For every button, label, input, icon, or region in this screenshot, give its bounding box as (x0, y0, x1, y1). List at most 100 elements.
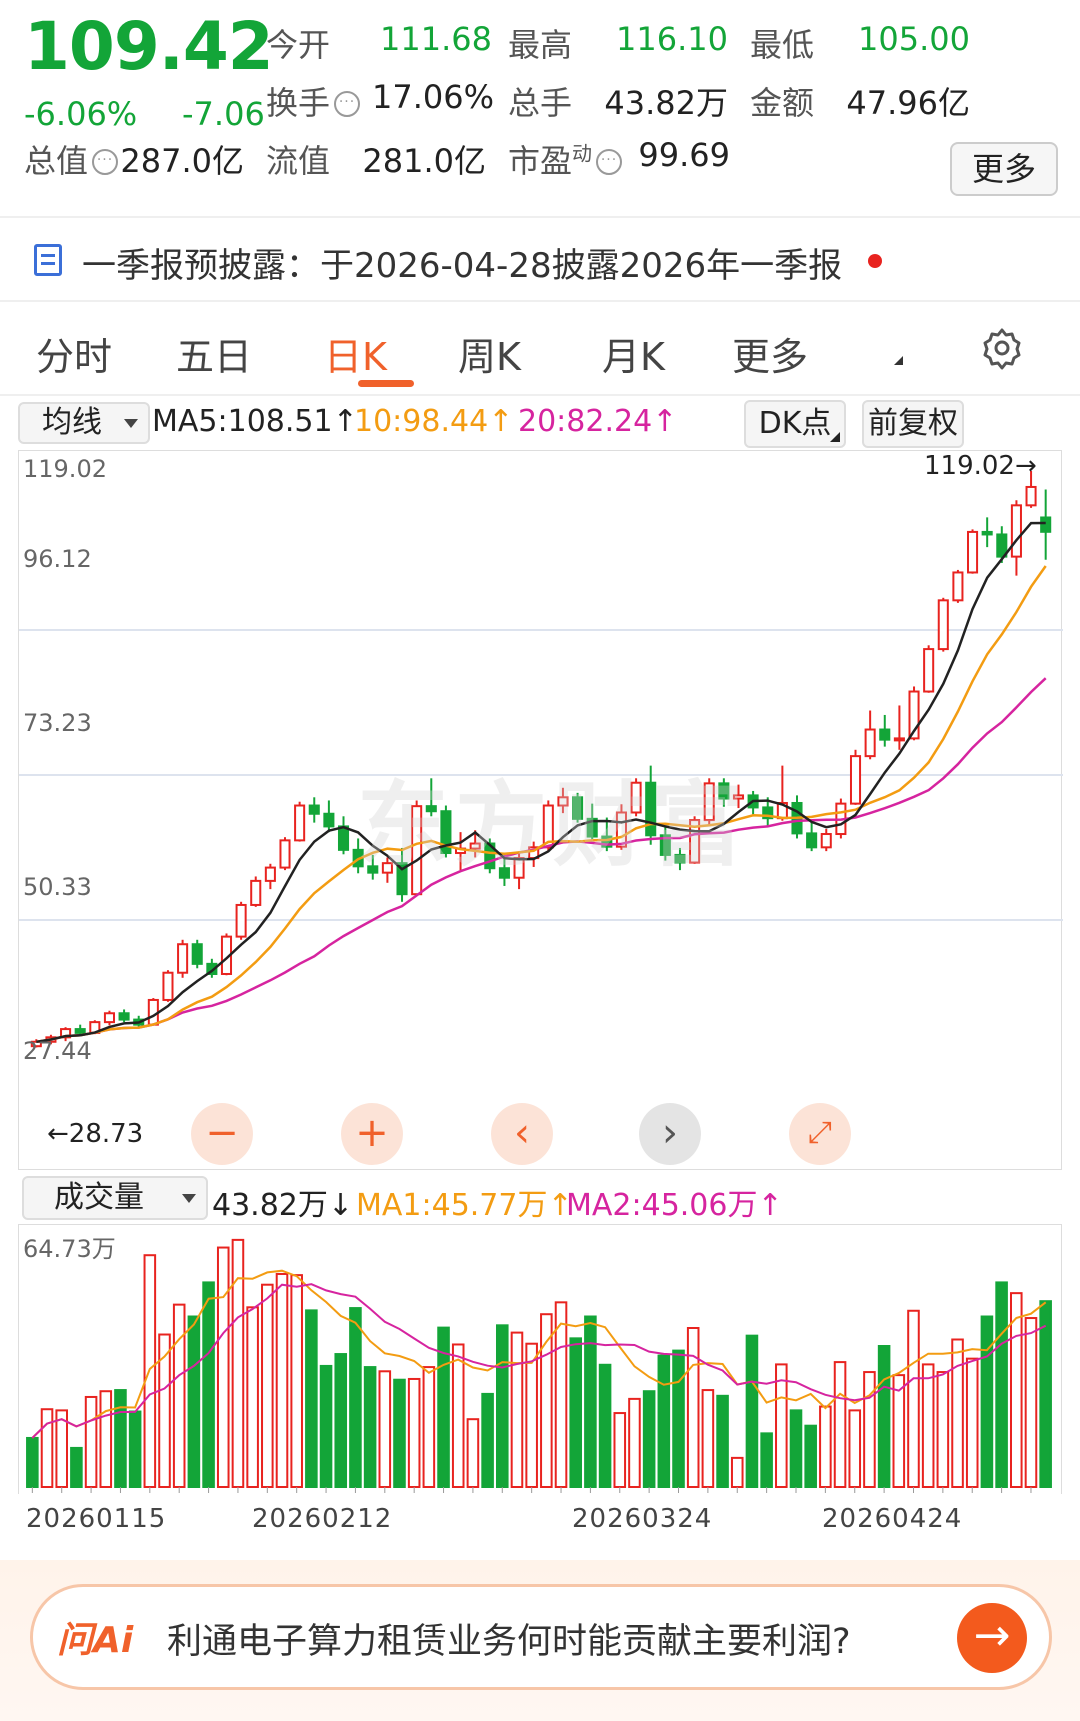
volume-bar (231, 1238, 245, 1489)
volume-bar (789, 1409, 803, 1488)
corner-triangle-icon (830, 432, 840, 442)
volume-bar (99, 1390, 113, 1488)
volume-bar (701, 1389, 715, 1488)
dropdown-caret-icon (894, 356, 903, 365)
chevron-right-icon[interactable]: › (639, 1103, 701, 1165)
ma20-value: 20:82.24↑ (518, 404, 678, 439)
tab-daily-k[interactable]: 日K (324, 335, 387, 379)
volume-bar (921, 1363, 935, 1488)
candle-body (879, 728, 891, 741)
unread-dot (868, 254, 882, 268)
candle-body (806, 832, 818, 849)
info-icon[interactable]: ··· (92, 149, 119, 175)
watermark: 东方财富 (357, 772, 750, 879)
volume-current: 43.82万↓ (212, 1188, 354, 1223)
candle-body (425, 805, 437, 813)
volume-bar (319, 1364, 333, 1488)
volume-bar (540, 1313, 553, 1488)
tab-more[interactable]: 更多 (732, 335, 809, 379)
low-marker: ←28.73 (47, 1119, 144, 1149)
volume-bar (407, 1377, 421, 1489)
arrow-right-icon[interactable]: → (957, 1603, 1027, 1673)
volume-bar (672, 1349, 685, 1488)
last-price: 109.42 (24, 8, 274, 85)
volume-bar (819, 1405, 832, 1488)
more-button[interactable]: 更多 (950, 142, 1058, 196)
volume-bar (187, 1315, 201, 1488)
volume-bar (642, 1390, 656, 1488)
date-label: 20260324 (572, 1504, 713, 1534)
candle-body (849, 755, 862, 805)
volume-bar (863, 1371, 876, 1488)
kline-chart[interactable]: 东方财富 119.02 96.12 73.23 50.33 27.44 119.… (18, 450, 1063, 1170)
volume-ma1: MA1:45.77万↑ (356, 1188, 573, 1223)
market-cap-label[interactable]: 总值 ··· (24, 136, 119, 182)
candle-body (264, 866, 276, 882)
market-cap-value: 287.0亿 (120, 142, 244, 180)
volume-chart[interactable]: 64.73万 (18, 1224, 1062, 1494)
zoom-in-button[interactable]: + (341, 1103, 403, 1165)
volume-bar (936, 1371, 950, 1488)
chevron-left-icon[interactable]: ‹ (491, 1103, 553, 1165)
candle-body (74, 1028, 86, 1034)
candle-body (177, 943, 189, 974)
volume-bar (980, 1315, 994, 1488)
tab-five-day[interactable]: 五日 (176, 335, 253, 379)
volume-bar (877, 1345, 891, 1488)
low-value: 105.00 (858, 20, 970, 58)
dk-point-button[interactable]: DK点 (744, 400, 846, 448)
gear-icon[interactable] (980, 326, 1024, 370)
candle-body (718, 782, 730, 800)
candle-body (1010, 504, 1022, 558)
float-cap-value: 281.0亿 (362, 142, 486, 180)
tab-intraday[interactable]: 分时 (36, 335, 113, 379)
volume-bar (892, 1374, 906, 1489)
candle-body (1040, 516, 1052, 533)
volume-ma2: MA2:45.06万↑ (566, 1188, 783, 1223)
indicator-selector[interactable]: 均线 (18, 402, 150, 444)
candle-body (615, 811, 627, 848)
candle-body (689, 819, 701, 864)
ai-question-text: 利通电子算力租赁业务何时能贡献主要利润? (167, 1622, 851, 1662)
kline-svg (19, 471, 1063, 1048)
change-amount: -7.06 (182, 95, 265, 133)
forward-adjust-button[interactable]: 前复权 (862, 400, 964, 448)
quote-header: 109.42 -6.06% -7.06 今开 111.68 最高 116.10 … (0, 0, 1080, 212)
tab-monthly-k[interactable]: 月K (602, 335, 665, 379)
fullscreen-icon[interactable]: ⤢ (789, 1103, 851, 1165)
high-marker: 119.02→ (924, 451, 1037, 481)
volume-bar (628, 1397, 641, 1488)
earnings-notice[interactable]: 一季报预披露：于2026-04-28披露2026年一季报 (0, 216, 1080, 302)
candle-body (996, 533, 1008, 558)
volume-bar (172, 1303, 186, 1488)
y-tick-label: 27.44 (23, 1037, 92, 1065)
candle-body (630, 781, 642, 814)
volume-bar (495, 1324, 509, 1488)
volume-bar (657, 1354, 671, 1488)
volume-bar (158, 1333, 171, 1488)
info-icon[interactable]: ··· (596, 149, 623, 175)
volume-bar (481, 1392, 494, 1488)
volume-svg (26, 1238, 1052, 1493)
volume-bar (378, 1370, 392, 1489)
info-icon[interactable]: ··· (334, 91, 361, 117)
tab-weekly-k[interactable]: 周K (458, 335, 521, 379)
candle-body (952, 571, 964, 602)
zoom-out-button[interactable]: − (191, 1103, 253, 1165)
candle-body (864, 728, 876, 758)
candle-body (469, 842, 481, 850)
open-label: 今开 (266, 26, 331, 64)
candle-body (601, 835, 613, 848)
pe-label[interactable]: 市盈动 ··· (508, 136, 623, 182)
volume-selector[interactable]: 成交量 (22, 1176, 208, 1220)
candle-body (981, 530, 993, 536)
turnover-label[interactable]: 换手 ··· (266, 78, 361, 124)
candle-body (923, 648, 935, 693)
ai-question-bar[interactable]: 问Ai 利通电子算力租赁业务何时能贡献主要利润? → (30, 1584, 1052, 1690)
volume-bar (216, 1246, 230, 1489)
candle-body (645, 781, 657, 837)
ma20-line (36, 677, 1047, 1044)
turnover-value: 17.06% (372, 78, 495, 116)
volume-bar (349, 1307, 362, 1488)
candle-body (250, 879, 262, 906)
